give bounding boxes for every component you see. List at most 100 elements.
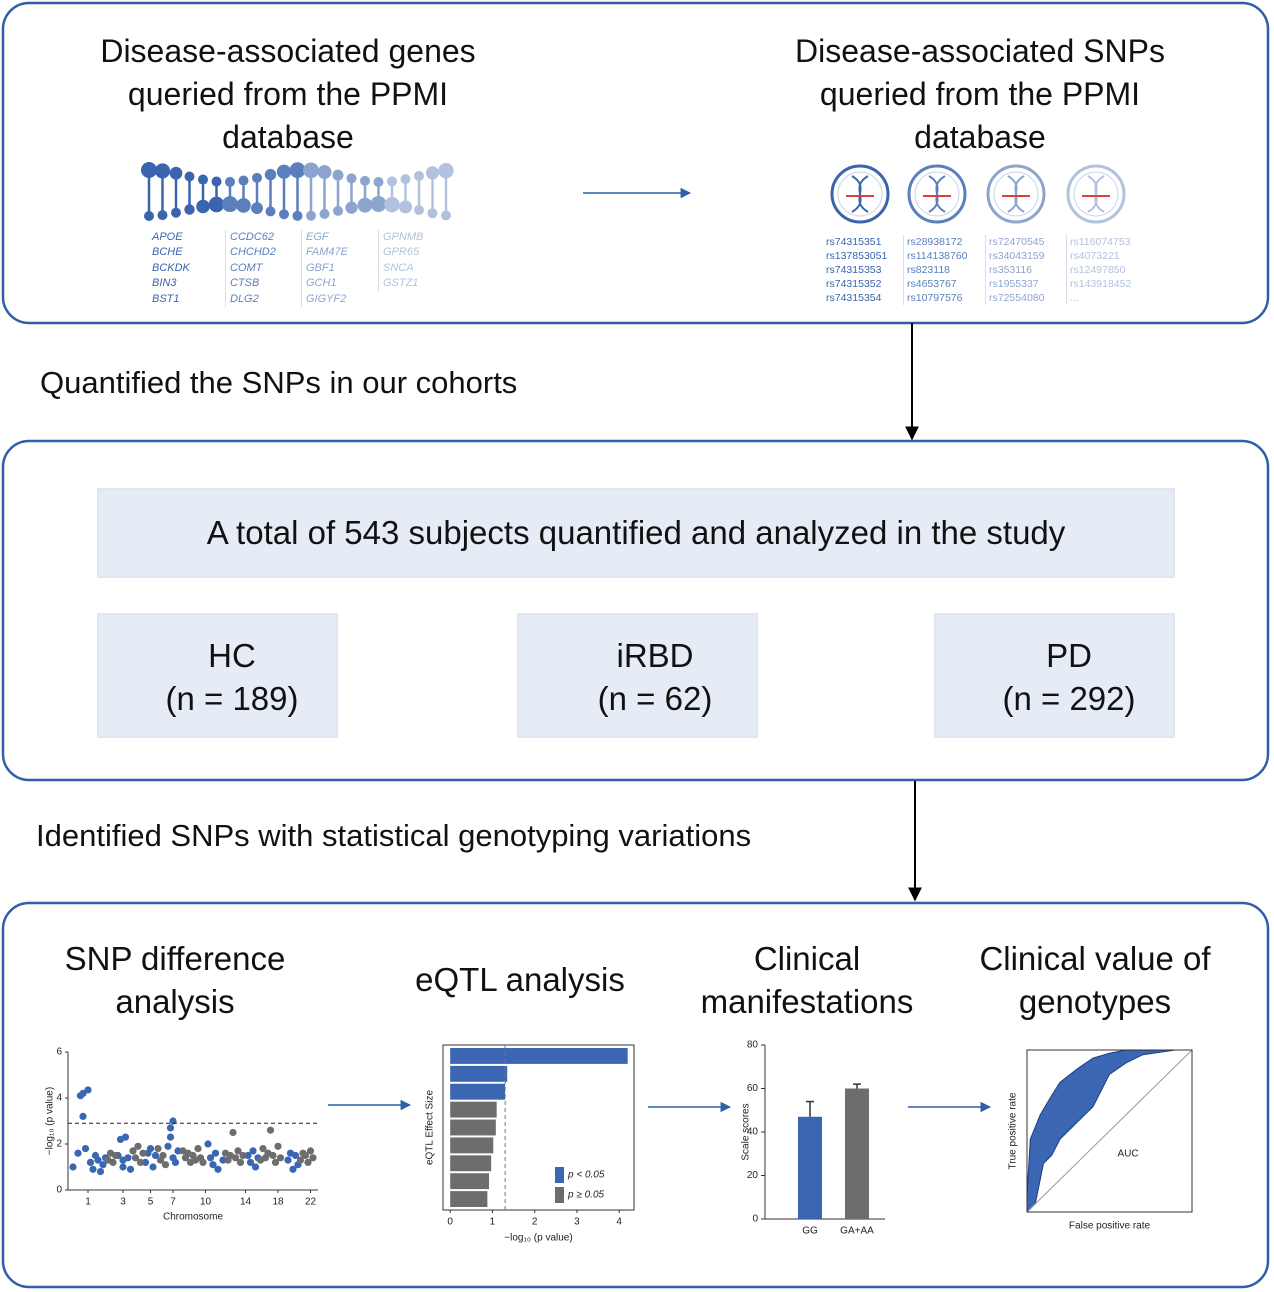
gene-name: BCHE — [152, 246, 183, 259]
bar — [450, 1065, 508, 1082]
y-axis-label: True positive rate — [1008, 1092, 1019, 1169]
group-count: (n = 189) — [165, 680, 299, 717]
gene-name: CTSB — [230, 277, 260, 290]
snp-point — [141, 1158, 150, 1166]
snp-column: rs74315351 rs137853051 rs74315353 rs7431535… — [826, 235, 887, 305]
gene-name: DLG2 — [230, 292, 259, 305]
snp-point — [219, 1156, 227, 1164]
gene-name: GCH1 — [306, 277, 337, 290]
snp-id: rs72470545 — [989, 236, 1045, 248]
x-tick-label: GA+AA — [840, 1226, 874, 1237]
snp-point — [306, 1147, 315, 1155]
dna-node — [319, 208, 330, 219]
dna-node — [144, 211, 154, 221]
snp-point — [246, 1158, 255, 1166]
panel-box — [1, 1, 1270, 325]
snp-point — [266, 1126, 275, 1134]
dna-node — [332, 169, 344, 181]
dna-node — [414, 205, 424, 216]
snp-point — [151, 1151, 160, 1160]
roc-curve — [1026, 1049, 1192, 1213]
snp-id: ... — [1070, 292, 1079, 304]
panel-box — [1, 901, 1270, 1289]
x-tick-label: 7 — [170, 1197, 176, 1208]
snp-point — [284, 1156, 292, 1164]
x-tick-label: 2 — [532, 1217, 538, 1228]
group-box — [517, 613, 758, 738]
gene-name: GBF1 — [306, 261, 335, 274]
snp-point — [109, 1158, 117, 1166]
snp-id: rs114138760 — [907, 250, 968, 262]
diagonal — [1026, 1049, 1193, 1213]
gene-name: GPR65 — [383, 246, 420, 259]
y-axis-label: eQTL Effect Size — [425, 1090, 436, 1165]
y-tick-label: 4 — [56, 1093, 62, 1104]
x-tick-label: 14 — [240, 1197, 252, 1208]
snp-point — [131, 1154, 140, 1162]
snp-point — [164, 1142, 172, 1150]
snp-icon-inner — [837, 171, 883, 217]
dna-node — [292, 210, 303, 221]
snp-point — [271, 1158, 280, 1166]
x-axis-label: Chromosome — [163, 1212, 223, 1223]
snp-point — [159, 1151, 167, 1160]
snp-point — [99, 1161, 107, 1169]
snp-column: rs28938172 rs114138760 rs823118 rs4653767 rs… — [903, 235, 968, 305]
dna-node — [154, 163, 171, 179]
dna-node — [306, 210, 316, 221]
y-tick-label: 0 — [752, 1214, 758, 1225]
dna-node — [251, 202, 263, 215]
dna-node — [346, 173, 357, 184]
snp-point — [171, 1158, 180, 1166]
step-label: Identified SNPs with statistical genotyp… — [36, 818, 752, 853]
snp-icon-helix — [928, 175, 946, 213]
x-tick-label: 1 — [490, 1217, 496, 1228]
dna-node — [279, 209, 289, 220]
dna-node — [413, 170, 425, 181]
y-tick-label: 20 — [747, 1170, 759, 1181]
plot-frame — [442, 1044, 635, 1211]
analysis-title: eQTL analysis — [415, 961, 625, 998]
snp-id: rs1955337 — [989, 278, 1039, 290]
dna-node — [438, 162, 454, 179]
snp-point — [84, 1086, 92, 1094]
snp-point — [166, 1124, 175, 1132]
snp-id: rs74315351 — [826, 236, 882, 248]
dna-node — [370, 196, 387, 213]
snp-point — [194, 1145, 202, 1153]
bar — [450, 1083, 506, 1100]
gene-name: EGF — [306, 231, 329, 243]
snp-icon-helix — [1087, 175, 1105, 213]
x-axis-label: −log₁₀ (p value) — [504, 1233, 572, 1244]
bar — [450, 1155, 492, 1172]
snp-point — [301, 1151, 310, 1160]
dna-node — [317, 165, 332, 180]
y-tick-label: 60 — [747, 1083, 759, 1094]
dna-icon — [141, 162, 454, 221]
dna-node — [289, 162, 306, 179]
snp-point — [149, 1163, 157, 1171]
dna-node — [400, 174, 411, 185]
bar — [845, 1088, 869, 1219]
dna-node — [276, 164, 292, 179]
total-box: A total of 543 subjects quantified and a… — [97, 488, 1175, 578]
dna-node — [208, 196, 225, 213]
snp-point — [259, 1145, 267, 1153]
y-tick-label: 40 — [747, 1127, 759, 1138]
snp-id: rs823118 — [907, 264, 951, 276]
dna-node — [238, 175, 249, 186]
group-name: PD — [1046, 637, 1092, 674]
snp-point — [209, 1161, 217, 1169]
group-box — [97, 613, 338, 738]
snp-point — [89, 1165, 97, 1173]
snp-id: rs74315352 — [826, 278, 882, 290]
snp-point — [291, 1151, 300, 1160]
snp-point — [146, 1145, 155, 1153]
legend-swatch — [555, 1167, 564, 1183]
dna-node — [211, 176, 222, 187]
snp-id: rs4073221 — [1070, 250, 1120, 262]
snp-point — [81, 1145, 90, 1153]
snp-point — [126, 1165, 135, 1173]
